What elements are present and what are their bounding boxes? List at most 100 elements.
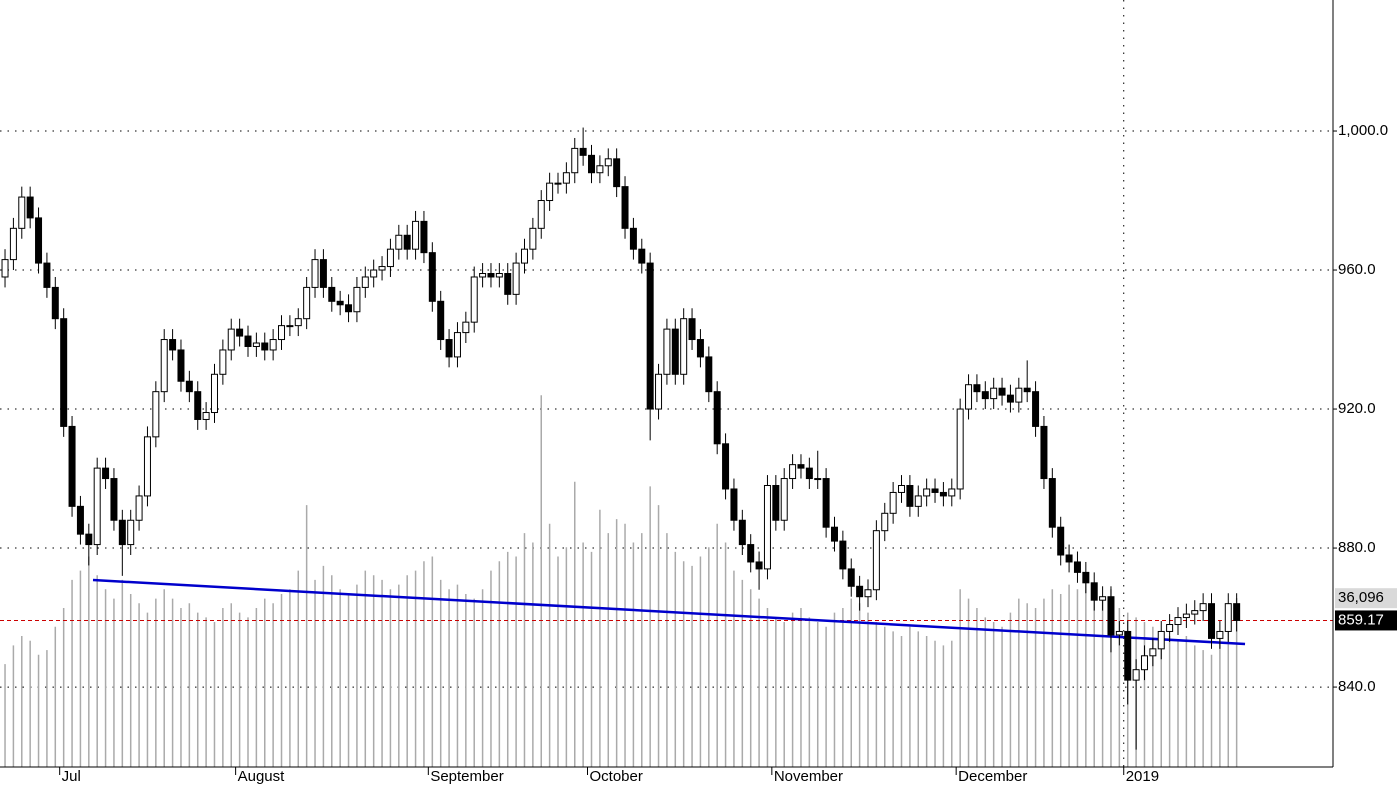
- x-tick-label: November: [774, 768, 843, 785]
- close-tag: [1335, 610, 1397, 631]
- candle-body: [914, 495, 922, 507]
- candle-body: [596, 165, 604, 174]
- candle-body: [43, 262, 51, 288]
- candle-body: [839, 540, 847, 570]
- candle-body: [1015, 387, 1023, 403]
- candle-body: [629, 227, 637, 250]
- candle-body: [110, 478, 118, 521]
- candle-body: [1166, 624, 1174, 632]
- candle-body: [386, 248, 394, 268]
- x-tick-label: October: [590, 768, 643, 785]
- candle-body: [1006, 394, 1014, 403]
- candle-body: [822, 478, 830, 528]
- candle-body: [294, 318, 302, 327]
- candle-body: [353, 286, 361, 313]
- candle-body: [118, 519, 126, 546]
- candle-body: [872, 530, 880, 591]
- candle-body: [671, 328, 679, 375]
- candle-body: [378, 266, 386, 271]
- candle-body: [395, 234, 403, 250]
- candle-body: [286, 325, 294, 328]
- candle-body: [755, 561, 763, 570]
- candle-body: [847, 568, 855, 587]
- candle-body: [1107, 596, 1115, 636]
- candle-body: [939, 491, 947, 497]
- candle-body: [780, 478, 788, 521]
- candle-body: [546, 182, 554, 202]
- candle-body: [1157, 630, 1165, 650]
- candle-body: [1032, 391, 1040, 427]
- candle-body: [730, 488, 738, 521]
- close-tag-label: 859.17: [1338, 611, 1384, 628]
- candle-body: [370, 269, 378, 278]
- candle-body: [93, 467, 101, 546]
- candle-body: [747, 544, 755, 563]
- candle-body: [738, 519, 746, 546]
- candle-body: [562, 172, 570, 184]
- candle-body: [51, 286, 59, 320]
- candle-body: [898, 485, 906, 493]
- candle-body: [1199, 603, 1207, 612]
- candle-body: [1208, 603, 1216, 639]
- candle-body: [512, 262, 520, 295]
- candle-body: [185, 380, 193, 393]
- candle-body: [202, 412, 210, 420]
- candle-body: [1057, 526, 1065, 556]
- candle-body: [85, 533, 93, 546]
- candle-body: [956, 408, 964, 490]
- candle-body: [479, 273, 487, 278]
- candle-body: [688, 318, 696, 341]
- candle-body: [772, 485, 780, 521]
- candle-body: [1132, 669, 1140, 681]
- y-tick-label: 920.0: [1338, 400, 1376, 417]
- candle-body: [160, 339, 168, 393]
- candle-body: [638, 248, 646, 264]
- candle-body: [1090, 582, 1098, 601]
- candle-body: [361, 276, 369, 288]
- candle-body: [1023, 387, 1031, 393]
- candle-body: [613, 158, 621, 188]
- candle-body: [437, 300, 445, 341]
- candle-body: [227, 328, 235, 351]
- candle-body: [428, 252, 436, 302]
- candle-body: [856, 585, 864, 598]
- candle-body: [1174, 617, 1182, 626]
- candle-body: [495, 273, 503, 278]
- candle-body: [1149, 648, 1157, 657]
- candle-body: [504, 273, 512, 295]
- candle-body: [554, 182, 562, 185]
- candle-body: [487, 273, 495, 278]
- candle-body: [763, 485, 771, 570]
- x-tick-label: August: [238, 768, 286, 785]
- candle-body: [102, 467, 110, 480]
- candle-body: [319, 259, 327, 288]
- candle-body: [805, 467, 813, 480]
- candle-body: [26, 196, 34, 219]
- candle-body: [520, 248, 528, 264]
- candle-body: [998, 387, 1006, 396]
- candle-body: [403, 234, 411, 250]
- candle-body: [965, 384, 973, 410]
- x-tick-label: Jul: [62, 768, 81, 785]
- candle-body: [1224, 603, 1232, 632]
- candle-body: [1073, 561, 1081, 573]
- candle-body: [420, 220, 428, 254]
- candle-body: [303, 286, 311, 320]
- candle-body: [931, 488, 939, 493]
- candle-body: [219, 349, 227, 375]
- candle-body: [655, 373, 663, 410]
- y-tick-label: 960.0: [1338, 261, 1376, 278]
- candle-body: [412, 220, 420, 250]
- candle-body: [278, 325, 286, 341]
- candle-body: [571, 147, 579, 174]
- candle-body: [470, 276, 478, 323]
- candle-body: [462, 321, 470, 334]
- trendline: [92, 578, 1246, 646]
- candle-body: [789, 464, 797, 480]
- candle-body: [210, 373, 218, 414]
- candle-body: [830, 526, 838, 542]
- candle-body: [864, 589, 872, 598]
- x-tick-label: December: [958, 768, 1027, 785]
- candle-body: [814, 478, 822, 481]
